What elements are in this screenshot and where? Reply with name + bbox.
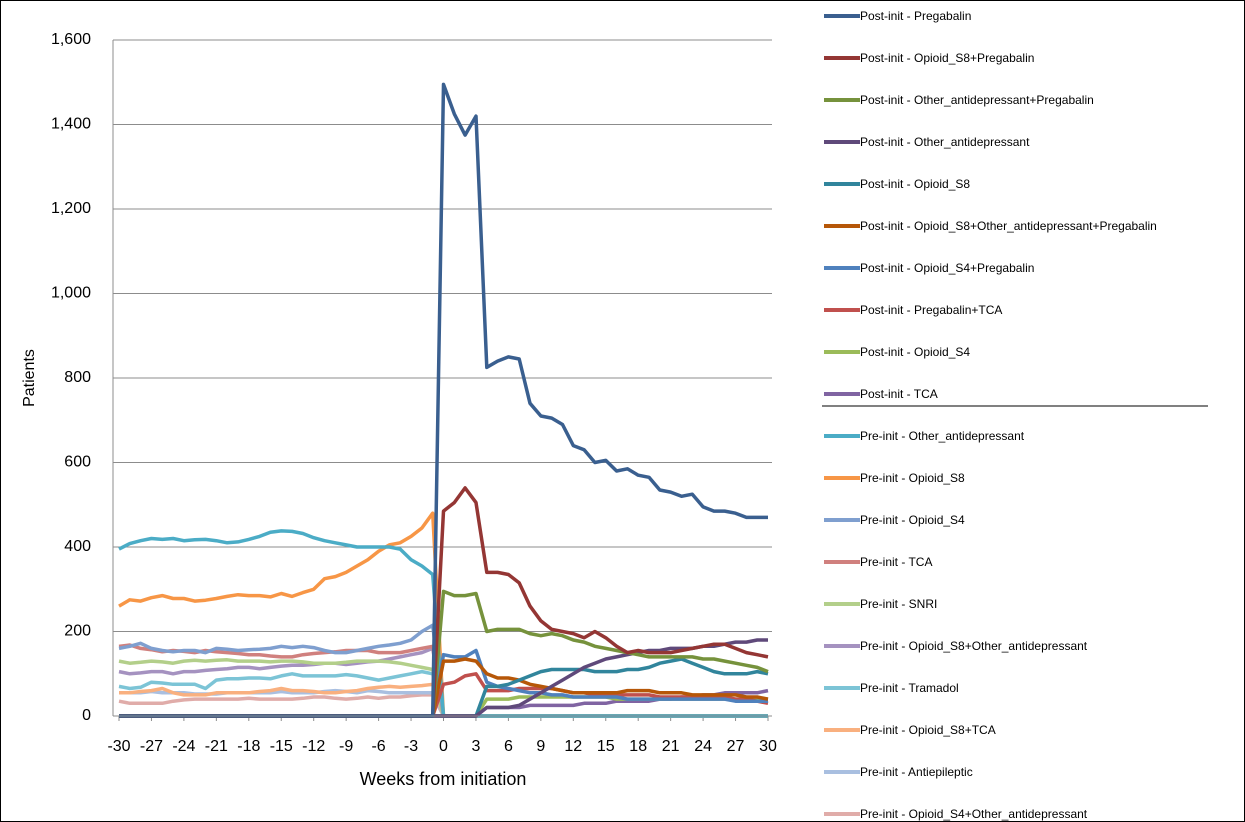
- y-tick-label: 1,600: [51, 31, 91, 48]
- legend-label: Post-init - Pregabalin+TCA: [860, 303, 1003, 317]
- legend-swatch: [824, 644, 860, 648]
- legend-label: Post-init - Opioid_S8+Pregabalin: [860, 51, 1035, 65]
- x-tick-label: -24: [172, 738, 195, 755]
- legend-label: Post-init - Other_antidepressant: [860, 135, 1030, 149]
- legend-item: Post-init - Pregabalin: [824, 8, 1170, 24]
- x-tick-label: 3: [471, 738, 480, 755]
- legend-swatch: [824, 266, 860, 270]
- y-tick-label: 1,200: [51, 200, 91, 217]
- x-tick-label: -21: [205, 738, 228, 755]
- legend-label: Pre-init - Opioid_S8+Other_antidepressan…: [860, 639, 1088, 653]
- legend-swatch: [824, 812, 860, 816]
- x-tick-label: -9: [339, 738, 353, 755]
- legend-swatch: [824, 476, 860, 480]
- legend-label: Post-init - Opioid_S8: [860, 177, 971, 191]
- legend-swatch: [824, 686, 860, 690]
- legend-swatch: [824, 140, 860, 144]
- legend-item: Post-init - TCA: [824, 386, 1170, 402]
- legend-label: Pre-init - Opioid_S4: [860, 513, 965, 527]
- legend-label: Post-init - TCA: [860, 387, 938, 401]
- legend-label: Post-init - Opioid_S4: [860, 345, 971, 359]
- legend-label: Pre-init - Antiepileptic: [860, 765, 973, 779]
- legend-item: Post-init - Other_antidepressant+Pregaba…: [824, 92, 1170, 108]
- x-tick-label: -12: [302, 738, 325, 755]
- legend-item: Post-init - Pregabalin+TCA: [824, 302, 1170, 318]
- legend-item: Post-init - Opioid_S8: [824, 176, 1170, 192]
- x-tick-label: 18: [629, 738, 647, 755]
- x-tick-label: 30: [759, 738, 777, 755]
- x-tick-label: -30: [107, 738, 130, 755]
- legend-label: Pre-init - Opioid_S8: [860, 471, 965, 485]
- x-tick-label: 24: [694, 738, 712, 755]
- legend-label: Pre-init - Tramadol: [860, 681, 959, 695]
- legend-label: Pre-init - Other_antidepressant: [860, 429, 1025, 443]
- legend-label: Post-init - Pregabalin: [860, 9, 972, 23]
- legend-item: Pre-init - Opioid_S4: [824, 512, 1170, 528]
- legend-swatch: [824, 602, 860, 606]
- legend-item: Pre-init - TCA: [824, 554, 1170, 570]
- legend-label: Post-init - Other_antidepressant+Pregaba…: [860, 93, 1094, 107]
- legend-item: Post-init - Opioid_S8+Other_antidepressa…: [824, 218, 1170, 234]
- legend-swatch: [824, 98, 860, 102]
- legend-label: Post-init - Opioid_S4+Pregabalin: [860, 261, 1035, 275]
- legend-item: Pre-init - Opioid_S8: [824, 470, 1170, 486]
- legend-item: Pre-init - Tramadol: [824, 680, 1170, 696]
- legend-swatch: [824, 350, 860, 354]
- legend-swatch: [824, 560, 860, 564]
- series-line: [119, 82, 768, 718]
- x-tick-label: -6: [371, 738, 385, 755]
- y-tick-label: 600: [64, 454, 91, 471]
- legend-swatch: [824, 308, 860, 312]
- legend-label: Pre-init - Opioid_S8+TCA: [860, 723, 996, 737]
- x-tick-label: -15: [270, 738, 293, 755]
- x-tick-label: 12: [564, 738, 582, 755]
- legend-swatch: [824, 728, 860, 732]
- x-tick-label: 15: [597, 738, 615, 755]
- x-tick-label: -27: [140, 738, 163, 755]
- legend-item: Pre-init - Opioid_S4+Other_antidepressan…: [824, 806, 1170, 822]
- x-axis-title: Weeks from initiation: [360, 769, 527, 789]
- y-tick-label: 1,000: [51, 285, 91, 302]
- legend-swatch: [824, 182, 860, 186]
- legend-item: Pre-init - SNRI: [824, 596, 1170, 612]
- legend-swatch: [824, 392, 860, 396]
- legend-swatch: [824, 518, 860, 522]
- x-tick-label: 9: [536, 738, 545, 755]
- legend-swatch: [824, 56, 860, 60]
- legend-swatch: [824, 224, 860, 228]
- y-tick-label: 1,400: [51, 116, 91, 133]
- x-tick-label: 21: [662, 738, 680, 755]
- y-tick-label: 0: [82, 707, 91, 724]
- legend-swatch: [824, 434, 860, 438]
- y-tick-label: 200: [64, 623, 91, 640]
- legend-label: Pre-init - Opioid_S4+Other_antidepressan…: [860, 807, 1088, 821]
- x-tick-label: 0: [439, 738, 448, 755]
- legend-item: Post-init - Opioid_S8+Pregabalin: [824, 50, 1170, 66]
- legend-item: Post-init - Opioid_S4: [824, 344, 1170, 360]
- legend-item: Post-init - Other_antidepressant: [824, 134, 1170, 150]
- legend-item: Pre-init - Opioid_S8+TCA: [824, 722, 1170, 738]
- legend-item: Pre-init - Opioid_S8+Other_antidepressan…: [824, 638, 1170, 654]
- legend-item: Pre-init - Other_antidepressant: [824, 428, 1170, 444]
- x-tick-label: 27: [727, 738, 745, 755]
- y-axis-title: Patients: [21, 349, 38, 407]
- legend-swatch: [824, 14, 860, 18]
- legend-item: Post-init - Opioid_S4+Pregabalin: [824, 260, 1170, 276]
- x-tick-label: -18: [237, 738, 260, 755]
- y-tick-label: 800: [64, 369, 91, 386]
- legend-label: Post-init - Opioid_S8+Other_antidepressa…: [860, 219, 1157, 233]
- y-tick-label: 400: [64, 538, 91, 555]
- x-tick-label: -3: [404, 738, 418, 755]
- legend-label: Pre-init - SNRI: [860, 597, 938, 611]
- legend-swatch: [824, 770, 860, 774]
- legend-item: Pre-init - Antiepileptic: [824, 764, 1170, 780]
- x-tick-label: 6: [504, 738, 513, 755]
- legend-label: Pre-init - TCA: [860, 555, 933, 569]
